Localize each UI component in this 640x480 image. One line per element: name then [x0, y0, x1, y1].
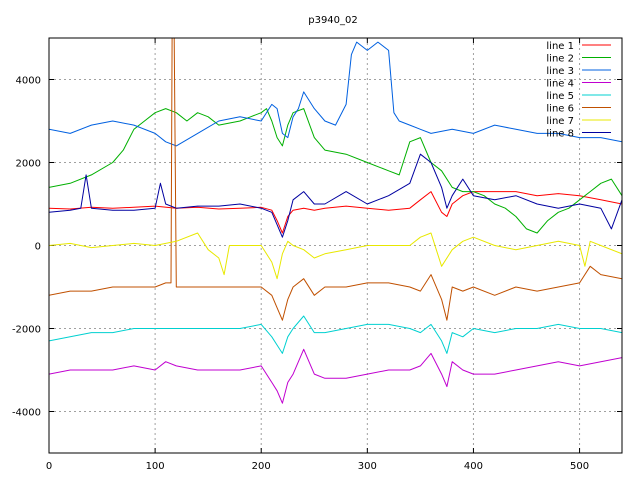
x-tick-label: 0 [46, 461, 52, 472]
x-tick-label: 500 [570, 461, 589, 472]
series-line-4 [49, 348, 622, 404]
legend-label: line 4 [546, 79, 574, 90]
legend-label: line 1 [546, 41, 574, 52]
legend-label: line 8 [546, 129, 574, 140]
chart-title: p3940_02 [308, 15, 358, 26]
grid [48, 38, 622, 453]
y-tick-label: -4000 [12, 408, 41, 419]
series-line-3 [49, 41, 622, 147]
series-line-2 [49, 108, 622, 234]
series-line-7 [49, 232, 622, 280]
series-line-6 [49, 38, 622, 321]
x-tick-label: 400 [464, 461, 483, 472]
plot-frame [48, 37, 623, 454]
legend-label: line 5 [546, 91, 574, 102]
series-lines [49, 38, 622, 404]
x-tick-label: 300 [358, 461, 377, 472]
y-tick-label: 0 [35, 242, 41, 253]
y-tick-label: 4000 [16, 76, 41, 87]
legend-label: line 3 [546, 66, 574, 77]
y-tick-label: 2000 [16, 159, 41, 170]
legend-label: line 6 [546, 104, 574, 115]
legend-label: line 7 [546, 116, 574, 127]
x-tick-label: 100 [146, 461, 165, 472]
legend-label: line 2 [546, 54, 574, 65]
y-tick-label: -2000 [12, 325, 41, 336]
x-tick-label: 200 [252, 461, 271, 472]
axis-ticks: 0 100 200 300 400 500 -4000 -2000 0 2000 4000 [12, 38, 622, 472]
series-line-5 [49, 315, 622, 354]
series-line-8 [49, 153, 622, 238]
